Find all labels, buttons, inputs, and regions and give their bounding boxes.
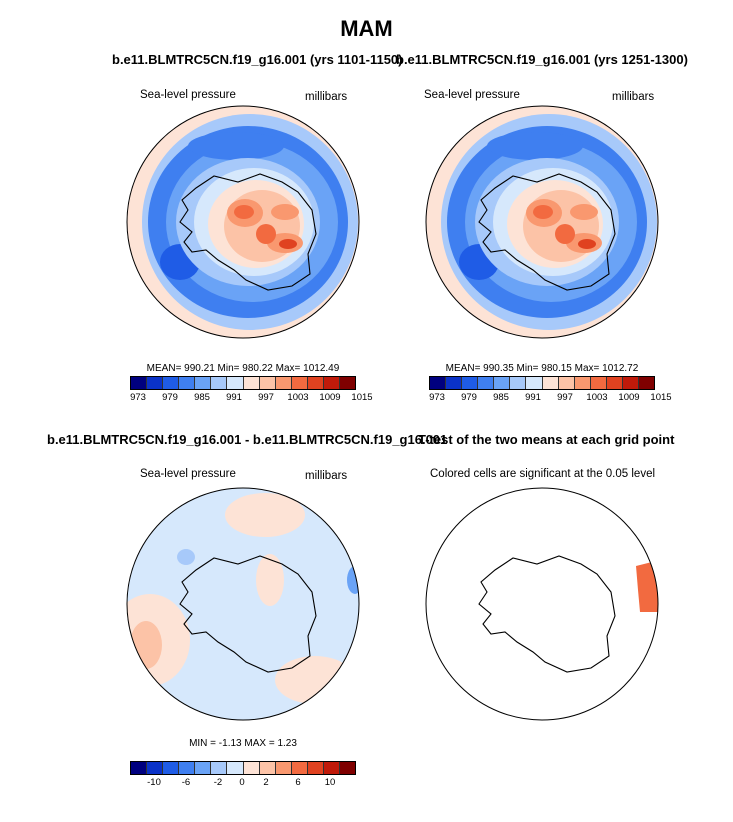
colorbar-tick-label: 1003 — [586, 392, 608, 403]
colorbar-tick-label: 1015 — [650, 392, 672, 403]
colorbar-swatch — [323, 762, 341, 774]
colorbar-swatch — [259, 762, 276, 774]
colorbar-tick-label: 6 — [295, 777, 301, 788]
colorbar-tick-label: 1009 — [618, 392, 640, 403]
colorbar-swatch — [574, 377, 591, 389]
colorbar-swatch — [163, 762, 180, 774]
colorbar-tick-label: 997 — [258, 392, 274, 403]
colorbar-swatch — [243, 762, 260, 774]
panel2-units-label: millibars — [612, 91, 655, 103]
colorbar-swatch — [323, 377, 341, 389]
colorbar-swatch — [147, 377, 164, 389]
colorbar-swatch — [494, 377, 511, 389]
panel1-colorbar-ticks: 973 979 985 991 997 1003 1009 1015 — [130, 392, 373, 404]
panel4-title: T-test of the two means at each grid poi… — [418, 432, 675, 447]
panel3-colorbar — [130, 761, 356, 775]
colorbar-tick-label: 10 — [324, 777, 336, 788]
colorbar-tick-label: 979 — [461, 392, 477, 403]
colorbar-swatch — [291, 762, 308, 774]
colorbar-tick-label: 985 — [194, 392, 210, 403]
colorbar-swatch — [639, 377, 655, 389]
colorbar-swatch — [542, 377, 559, 389]
colorbar-swatch — [243, 377, 260, 389]
colorbar-swatch — [590, 377, 607, 389]
colorbar-tick-label: 991 — [525, 392, 541, 403]
colorbar-swatch — [478, 377, 495, 389]
colorbar-tick-label: 1009 — [319, 392, 341, 403]
colorbar-swatch — [131, 377, 148, 389]
colorbar-swatch — [227, 377, 244, 389]
colorbar-swatch — [179, 762, 196, 774]
colorbar-swatch — [606, 377, 623, 389]
colorbar-tick-label: 979 — [162, 392, 178, 403]
colorbar-tick-label: 985 — [493, 392, 509, 403]
panel1-title: b.e11.BLMTRC5CN.f19_g16.001 (yrs 1101-11… — [112, 52, 403, 67]
colorbar-swatch — [131, 762, 148, 774]
panel2-variable-label: Sea-level pressure — [424, 89, 520, 101]
colorbar-tick-label: -6 — [181, 777, 191, 788]
colorbar-swatch — [510, 377, 527, 389]
colorbar-swatch — [446, 377, 463, 389]
colorbar-swatch — [558, 377, 575, 389]
panel2-colorbar — [429, 376, 655, 390]
panel3-stats: MIN = -1.13 MAX = 1.23 — [189, 738, 297, 749]
colorbar-swatch — [179, 377, 196, 389]
colorbar-tick-label: -10 — [147, 777, 161, 788]
colorbar-tick-label: -2 — [213, 777, 223, 788]
colorbar-swatch — [275, 377, 292, 389]
panel2-stats: MEAN= 990.35 Min= 980.15 Max= 1012.72 — [445, 363, 639, 374]
colorbar-swatch — [462, 377, 479, 389]
colorbar-swatch — [195, 762, 212, 774]
colorbar-tick-label: 991 — [226, 392, 242, 403]
panel1-colorbar — [130, 376, 356, 390]
colorbar-tick-label: 0 — [239, 777, 245, 788]
panel3-variable-label: Sea-level pressure — [140, 468, 236, 480]
panel2-colorbar-ticks: 973 979 985 991 997 1003 1009 1015 — [429, 392, 672, 404]
colorbar-tick-label: 1003 — [287, 392, 309, 403]
colorbar-tick-label: 973 — [429, 392, 445, 403]
colorbar-swatch — [275, 762, 292, 774]
colorbar-swatch — [211, 377, 228, 389]
colorbar-swatch — [307, 762, 324, 774]
colorbar-tick-label: 997 — [557, 392, 573, 403]
colorbar-tick-label: 2 — [263, 777, 269, 788]
colorbar-swatch — [340, 377, 356, 389]
colorbar-swatch — [340, 762, 356, 774]
panel2-title: b.e11.BLMTRC5CN.f19_g16.001 (yrs 1251-13… — [396, 52, 688, 67]
panel3-colorbar-ticks: -10 -6 -2 0 2 6 10 — [130, 777, 354, 789]
colorbar-swatch — [227, 762, 244, 774]
panel3-units-label: millibars — [305, 470, 348, 482]
colorbar-swatch — [526, 377, 543, 389]
colorbar-swatch — [163, 377, 180, 389]
colorbar-swatch — [291, 377, 308, 389]
colorbar-swatch — [430, 377, 447, 389]
panel1-variable-label: Sea-level pressure — [140, 89, 236, 101]
colorbar-swatch — [307, 377, 324, 389]
panel4-note: Colored cells are significant at the 0.0… — [430, 468, 656, 480]
panel1-stats: MEAN= 990.21 Min= 980.22 Max= 1012.49 — [146, 363, 340, 374]
panel3-title: b.e11.BLMTRC5CN.f19_g16.001 - b.e11.BLMT… — [47, 432, 448, 447]
colorbar-swatch — [211, 762, 228, 774]
colorbar-swatch — [259, 377, 276, 389]
colorbar-tick-label: 973 — [130, 392, 146, 403]
colorbar-swatch — [622, 377, 640, 389]
colorbar-tick-label: 1015 — [351, 392, 373, 403]
colorbar-swatch — [195, 377, 212, 389]
panel1-units-label: millibars — [305, 91, 348, 103]
figure-title: MAM — [340, 16, 393, 41]
colorbar-swatch — [147, 762, 164, 774]
